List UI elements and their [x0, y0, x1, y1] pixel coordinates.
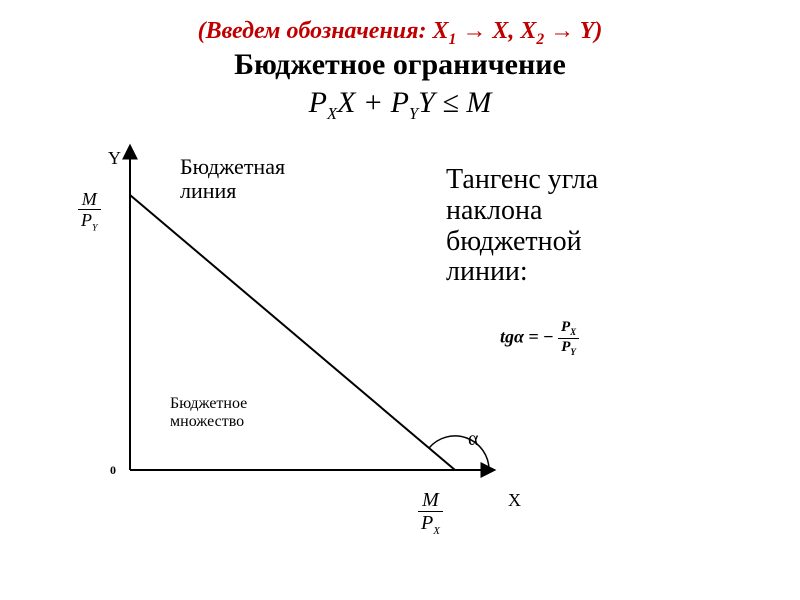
alpha-label: α [468, 428, 478, 451]
budget-line-label: Бюджетная линия [180, 155, 285, 203]
tangent-description: Тангенс угла наклона бюджетной линии: [446, 165, 598, 288]
x-axis-label: X [508, 490, 521, 511]
y-intercept: M PY [78, 190, 101, 234]
angle-arc [429, 436, 489, 470]
x-intercept: M PX [418, 490, 443, 537]
origin-label: 0 [110, 463, 116, 478]
budget-set-label: Бюджетное множество [170, 395, 247, 430]
budget-diagram [0, 0, 800, 600]
tangent-equation: tgα = − PX PY [500, 320, 579, 357]
y-axis-label: Y [108, 148, 121, 169]
